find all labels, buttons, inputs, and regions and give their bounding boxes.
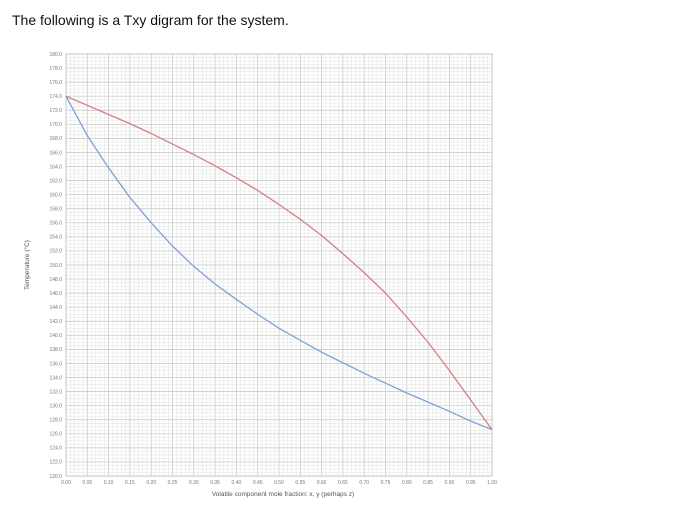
x-tick-label: 0.20 [146, 480, 156, 486]
y-tick-label: 120.0 [49, 474, 62, 480]
y-tick-label: 164.0 [49, 164, 62, 170]
x-tick-label: 0.50 [274, 480, 284, 486]
y-tick-label: 158.0 [49, 207, 62, 213]
y-tick-label: 146.0 [49, 291, 62, 297]
y-tick-label: 170.0 [49, 122, 62, 128]
x-tick-label: 0.55 [295, 480, 305, 486]
x-tick-label: 0.10 [104, 480, 114, 486]
series-line-dew-point [65, 95, 493, 430]
y-tick-label: 134.0 [49, 375, 62, 381]
y-tick-label: 168.0 [49, 136, 62, 142]
x-tick-label: 0.00 [61, 480, 71, 486]
x-tick-label: 0.40 [232, 480, 242, 486]
x-tick-label: 0.25 [168, 480, 178, 486]
x-tick-label: 0.85 [423, 480, 433, 486]
y-tick-label: 144.0 [49, 305, 62, 311]
y-tick-label: 132.0 [49, 389, 62, 395]
x-tick-label: 0.90 [445, 480, 455, 486]
x-tick-label: 1.00 [487, 480, 497, 486]
y-tick-label: 166.0 [49, 150, 62, 156]
y-tick-label: 142.0 [49, 319, 62, 325]
x-tick-label: 0.45 [253, 480, 263, 486]
y-tick-label: 122.0 [49, 460, 62, 466]
y-tick-label: 124.0 [49, 446, 62, 452]
x-tick-label: 0.05 [82, 480, 92, 486]
page-heading: The following is a Txy digram for the sy… [12, 12, 289, 28]
x-tick-label: 0.70 [359, 480, 369, 486]
y-tick-label: 178.0 [49, 66, 62, 72]
x-tick-label: 0.30 [189, 480, 199, 486]
series-line-bubble-point [65, 95, 493, 431]
x-tick-label: 0.75 [381, 480, 391, 486]
y-tick-label: 136.0 [49, 361, 62, 367]
x-tick-label: 0.80 [402, 480, 412, 486]
y-tick-label: 162.0 [49, 178, 62, 184]
y-tick-label: 156.0 [49, 221, 62, 227]
x-tick-label: 0.60 [317, 480, 327, 486]
y-tick-label: 128.0 [49, 418, 62, 424]
y-tick-label: 160.0 [49, 192, 62, 198]
y-axis-title: Temperature (°C) [23, 240, 31, 290]
y-tick-label: 176.0 [49, 80, 62, 86]
y-tick-label: 130.0 [49, 403, 62, 409]
y-tick-label: 140.0 [49, 333, 62, 339]
x-tick-label: 0.15 [125, 480, 135, 486]
y-tick-label: 138.0 [49, 347, 62, 353]
x-tick-label: 0.35 [210, 480, 220, 486]
y-tick-label: 154.0 [49, 235, 62, 241]
x-axis-title: Volatile component mole fraction: x, y (… [212, 491, 354, 498]
y-tick-label: 126.0 [49, 432, 62, 438]
x-tick-label: 0.65 [338, 480, 348, 486]
y-tick-label: 174.0 [49, 94, 62, 100]
y-tick-label: 152.0 [49, 249, 62, 255]
y-tick-label: 148.0 [49, 277, 62, 283]
x-tick-label: 0.95 [466, 480, 476, 486]
y-tick-label: 180.0 [49, 52, 62, 58]
y-tick-label: 150.0 [49, 263, 62, 269]
y-tick-label: 172.0 [49, 108, 62, 114]
